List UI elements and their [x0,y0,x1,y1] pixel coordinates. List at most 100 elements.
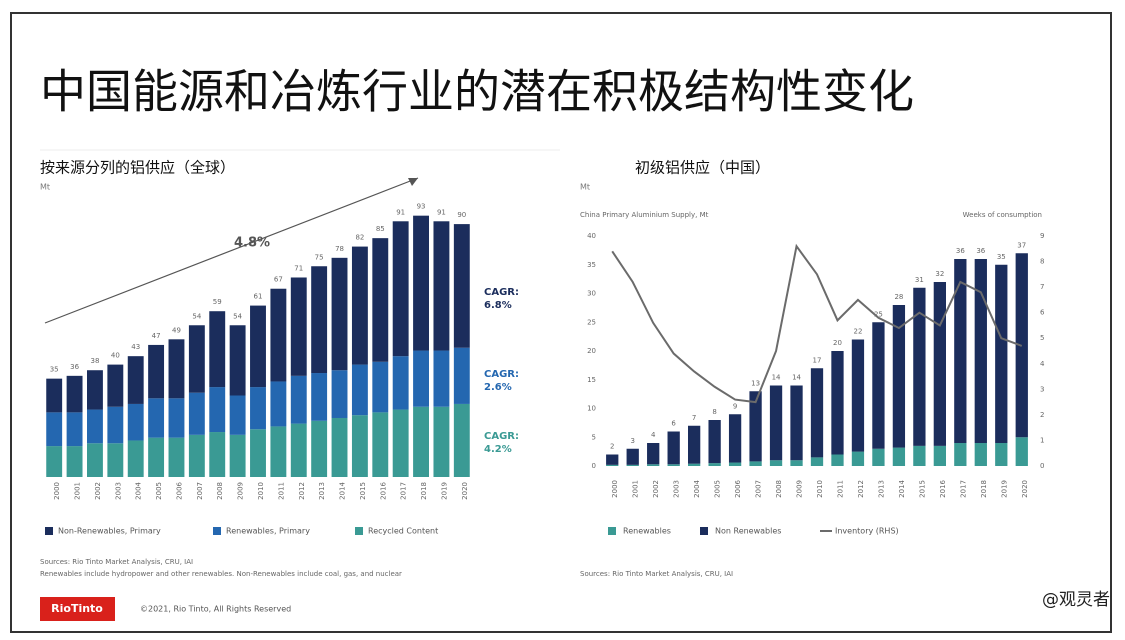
bar-segment [127,356,144,404]
bar-segment [127,440,144,477]
total-label: 13 [751,379,760,387]
y2-tick-label: 3 [1040,385,1044,393]
bar-segment [87,370,103,410]
legend-swatch [608,527,616,535]
legend-label: Renewables [623,527,671,536]
x-tick-label: 2020 [461,482,469,500]
x-tick-label: 2007 [755,480,763,498]
x-tick-label: 2007 [196,482,204,500]
x-tick-label: 2005 [155,482,163,500]
total-label: 82 [355,234,364,242]
bar-segment [667,464,680,466]
x-tick-label: 2017 [400,482,408,500]
trend-arrow [44,177,419,324]
bar-segment [933,445,946,466]
bar-segment [188,392,205,435]
bar-segment [831,454,844,466]
bar-segment [250,429,266,477]
bar-segment [413,406,429,477]
bar-segment [229,325,246,396]
legend-label: Renewables, Primary [226,527,310,536]
total-label: 31 [915,276,924,284]
total-label: 7 [692,414,696,422]
y2-tick-label: 4 [1040,360,1045,368]
x-tick-label: 2004 [693,479,701,497]
total-label: 9 [733,402,737,410]
total-label: 2 [610,443,614,451]
bar-segment [290,375,307,424]
bar-segment [229,395,246,435]
chart-subtitle: 按来源分列的铝供应（全球） [40,159,235,177]
total-label: 8 [712,408,716,416]
bar-segment [209,432,226,477]
unit-label: Mt [580,183,590,192]
bar-segment [769,385,783,461]
bar-segment [66,375,83,413]
total-label: 4 [651,431,656,439]
x-tick-label: 2012 [857,480,865,498]
bar-segment [107,443,124,477]
y2-tick-label: 6 [1040,309,1045,317]
bar-segment [769,460,783,466]
logo-box [40,597,115,621]
x-tick-label: 2015 [359,482,367,500]
y2-tick-label: 8 [1040,258,1044,266]
bar-segment [250,387,266,430]
bar-segment [168,398,185,438]
x-tick-label: 2008 [216,482,224,500]
bar-segment [209,387,226,433]
source-note: Sources: Rio Tinto Market Analysis, CRU,… [40,558,193,566]
cagr-label: CAGR: [484,287,519,298]
bar-segment [351,415,368,477]
total-label: 36 [70,363,79,371]
total-label: 47 [152,332,161,340]
trend-label: 4.8% [234,236,270,251]
bar-segment [790,460,803,466]
bar-segment [790,385,803,461]
y-tick-label: 5 [592,433,596,441]
total-label: 59 [213,298,222,306]
total-label: 61 [254,293,263,301]
bar-segment [872,448,885,466]
bar-segment [250,305,266,388]
bar-segment [46,412,63,447]
legend-swatch [700,527,708,535]
total-label: 14 [792,374,801,382]
bar-segment [351,246,368,365]
bar-segment [392,356,409,410]
y2-tick-label: 9 [1040,232,1044,240]
bar-segment [372,412,389,477]
bar-segment [413,350,429,407]
x-tick-label: 2006 [734,479,742,497]
legend-swatch [355,527,363,535]
x-tick-label: 2012 [298,482,306,500]
unit-label: Mt [40,183,50,192]
y-tick-label: 40 [587,232,596,240]
x-tick-label: 2003 [114,482,122,500]
bar-segment [229,434,246,477]
bar-segment [148,398,165,438]
bar-segment [851,451,865,466]
total-label: 36 [976,247,985,255]
x-tick-label: 2011 [836,480,844,498]
total-label: 40 [111,352,120,360]
bar-segment [933,282,946,446]
bar-segment [728,462,742,466]
bar-segment [127,403,144,441]
bar-segment [749,391,762,462]
total-label: 78 [335,245,344,253]
bar-segment [453,347,470,404]
x-tick-label: 2010 [257,482,265,500]
y2-tick-label: 5 [1040,334,1044,342]
cagr-label: 2.6% [484,382,512,393]
x-tick-label: 2008 [775,480,783,498]
bar-segment [453,224,470,348]
total-label: 35 [997,253,1006,261]
x-tick-label: 2009 [237,482,245,500]
y-tick-label: 0 [592,462,596,470]
bar-segment [954,259,967,443]
total-label: 6 [671,420,676,428]
legend-swatch [45,527,53,535]
total-label: 85 [376,225,385,233]
